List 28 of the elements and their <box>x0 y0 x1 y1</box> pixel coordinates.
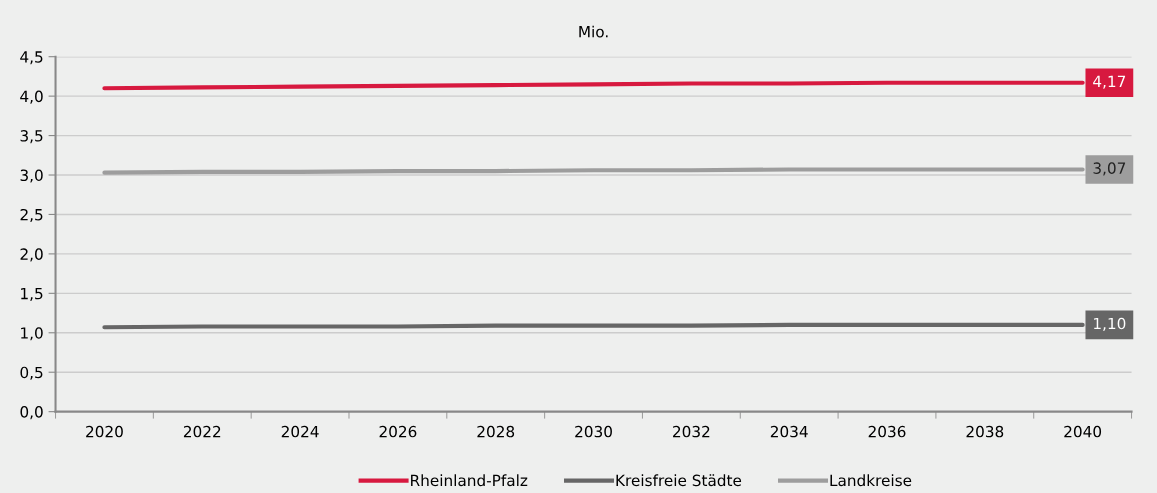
x-tick-label: 2034 <box>770 425 808 438</box>
x-tick-label: 2032 <box>673 425 710 438</box>
y-tick-label: 1,5 <box>21 288 43 301</box>
x-tick-label: 2020 <box>86 425 123 438</box>
y-tick-label: 3,5 <box>20 130 43 144</box>
y-tick-label: 1,0 <box>21 327 43 341</box>
data-label: 4,17 <box>1093 75 1126 89</box>
data-label: 3,07 <box>1093 162 1126 176</box>
y-tick-label: 4,5 <box>20 51 43 65</box>
data-label: 1,10 <box>1094 317 1126 331</box>
y-tick-label: 0,0 <box>20 406 43 420</box>
y-tick-label: 0,5 <box>20 366 43 380</box>
x-tick-label: 2036 <box>868 425 906 438</box>
legend-label: Kreisfreie Städte <box>616 474 742 487</box>
legend-label: Landkreise <box>830 474 912 487</box>
x-tick-label: 2040 <box>1064 425 1102 438</box>
x-tick-label: 2022 <box>183 425 221 438</box>
legend-label: Rheinland-Pfalz <box>411 474 528 487</box>
x-tick-label: 2026 <box>379 425 417 438</box>
y-tick-label: 2,5 <box>20 208 43 223</box>
x-tick-label: 2030 <box>575 425 612 438</box>
y-tick-label: 2,0 <box>20 248 43 262</box>
chart-title: Mio. <box>579 25 608 38</box>
y-tick-label: 3,0 <box>20 169 43 183</box>
x-tick-label: 2024 <box>281 425 319 438</box>
y-tick-label: 4,0 <box>20 90 43 104</box>
x-tick-label: 2028 <box>477 425 515 438</box>
x-tick-label: 2038 <box>966 425 1004 438</box>
